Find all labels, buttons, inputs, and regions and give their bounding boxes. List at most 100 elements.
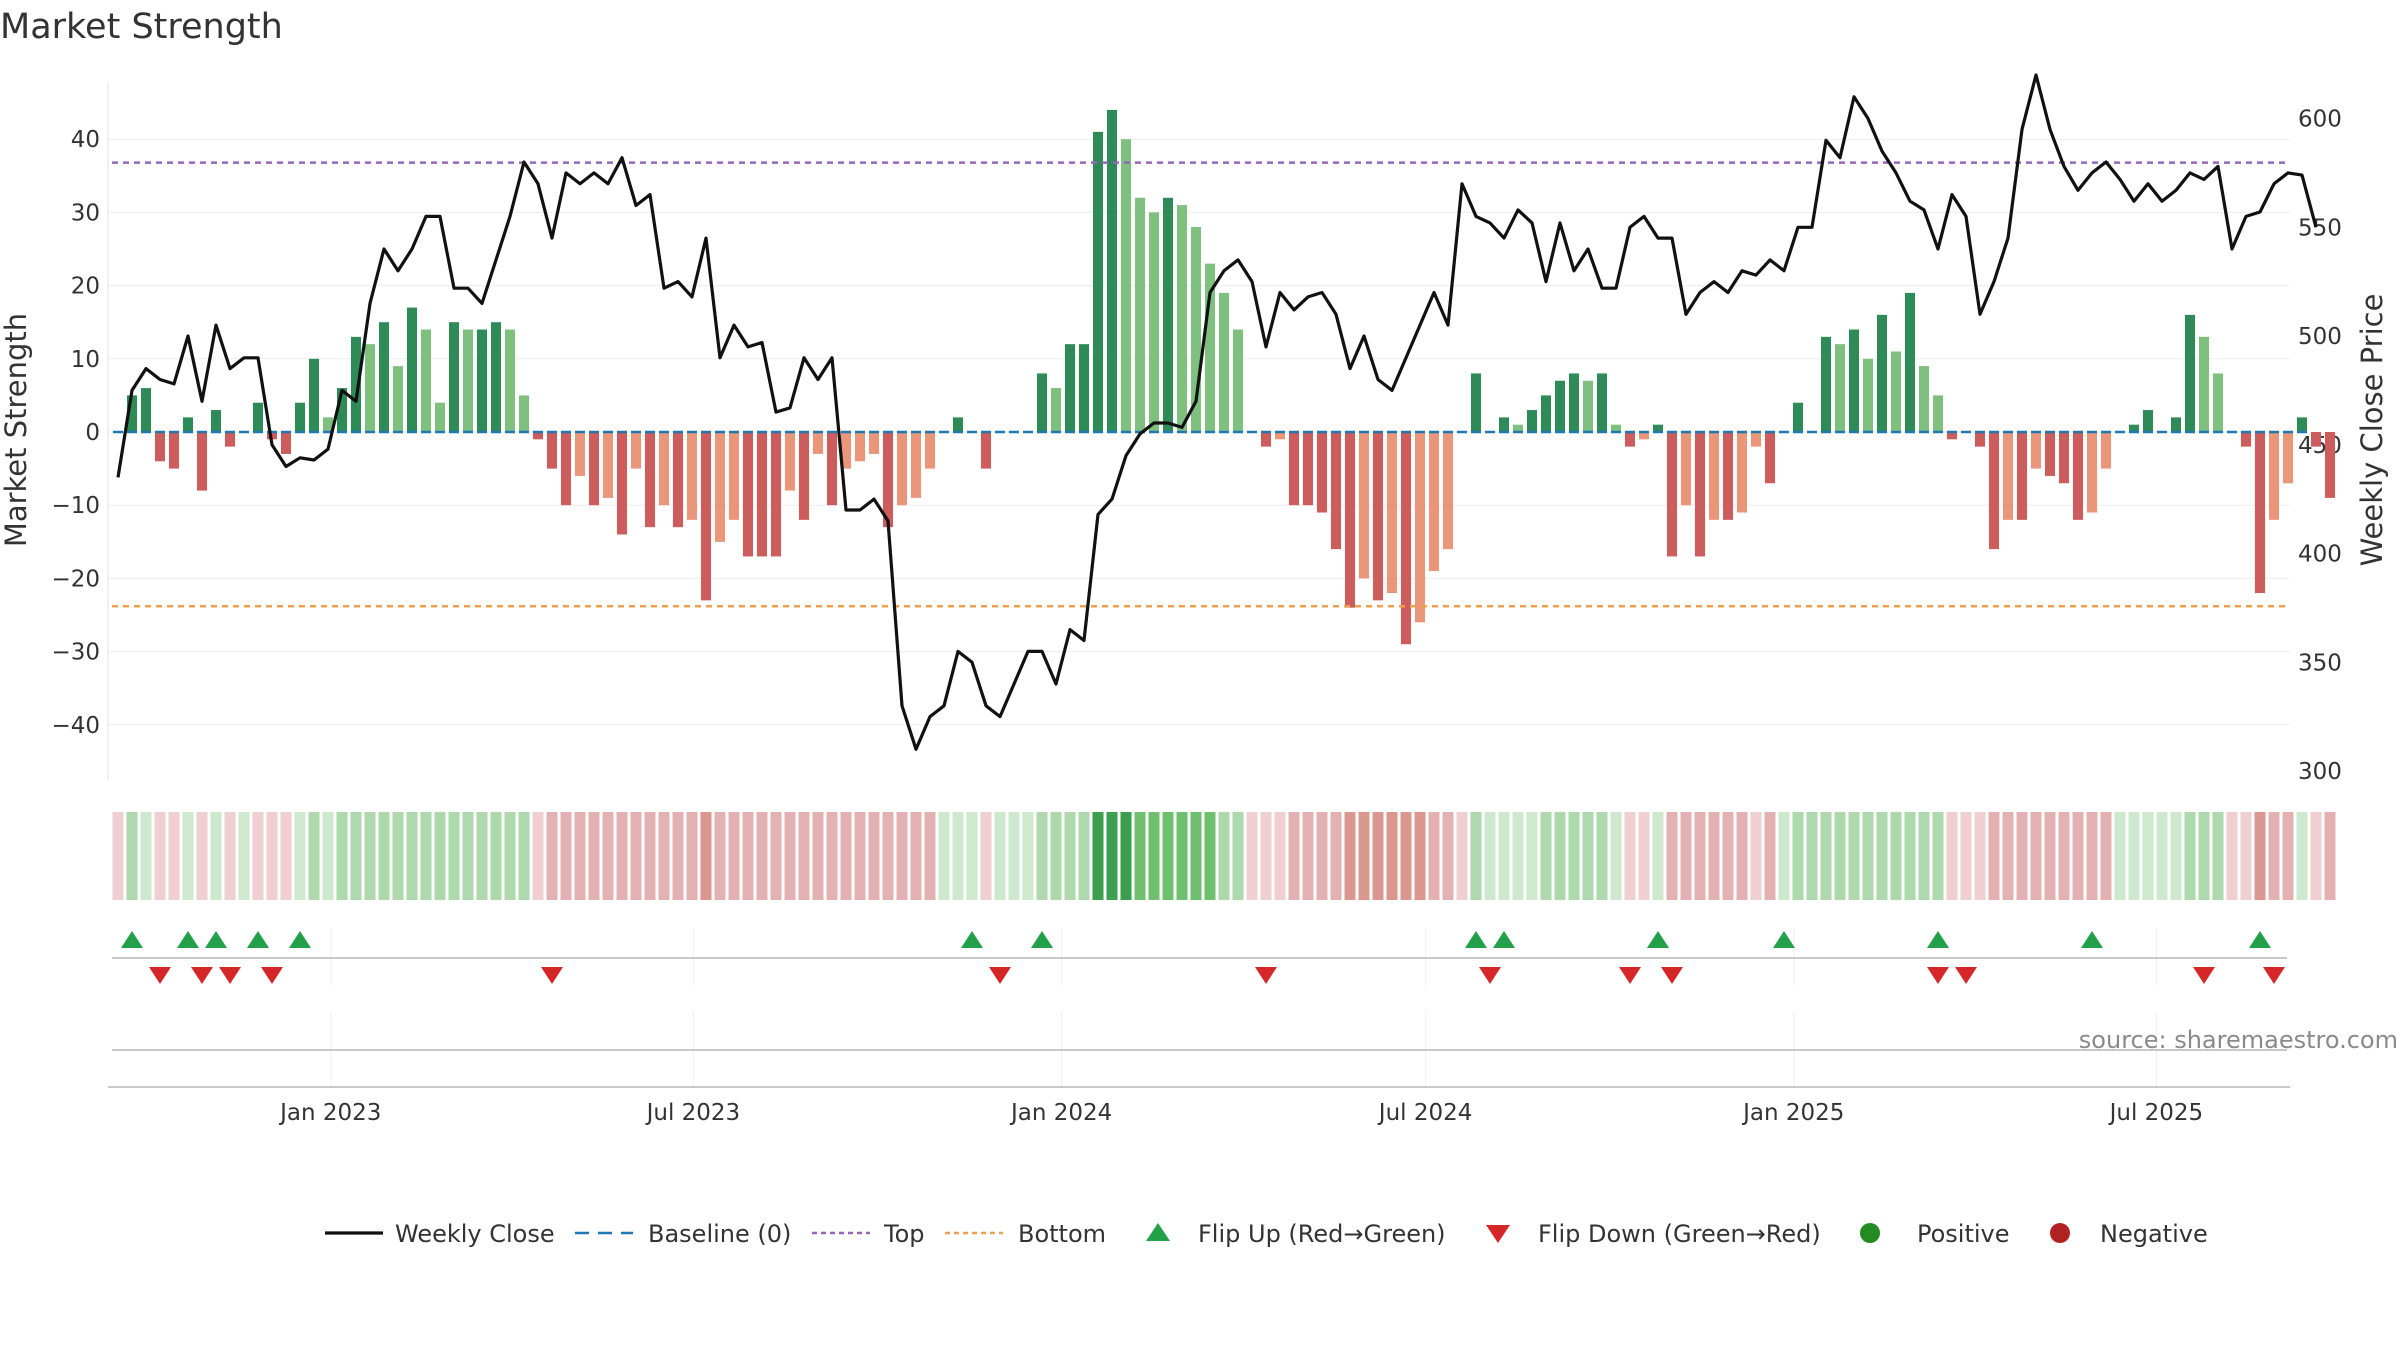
heatmap-cell	[1974, 812, 1986, 900]
heatmap-cell	[1022, 812, 1034, 900]
strength-bar	[1428, 432, 1440, 572]
strength-bar	[2030, 432, 2042, 469]
left-tick-label: 10	[71, 347, 100, 373]
heatmap-cell	[392, 812, 404, 900]
strength-bar	[154, 432, 166, 462]
strength-bar	[1218, 292, 1230, 432]
legend-positive-dot	[1860, 1223, 1880, 1243]
heatmap-cell	[1778, 812, 1790, 900]
strength-bar	[896, 432, 908, 506]
flip-down-marker	[149, 967, 171, 984]
heatmap-cell	[1400, 812, 1412, 900]
heatmap-cell	[126, 812, 138, 900]
strength-bar	[2002, 432, 2014, 520]
strength-bar	[2268, 432, 2280, 520]
strength-bar	[560, 432, 572, 506]
strength-bar	[2184, 314, 2196, 432]
heatmap-cell	[658, 812, 670, 900]
heatmap-cell	[140, 812, 152, 900]
strength-bar	[434, 402, 446, 432]
right-tick-label: 350	[2298, 650, 2342, 676]
left-tick-label: 40	[71, 127, 100, 153]
strength-bar	[1092, 131, 1104, 432]
strength-bar	[126, 395, 138, 432]
heatmap-cell	[868, 812, 880, 900]
heatmap-cell	[1862, 812, 1874, 900]
heatmap-cell	[1358, 812, 1370, 900]
heatmap-cell	[756, 812, 768, 900]
strength-bar	[546, 432, 558, 469]
heatmap-cell	[1680, 812, 1692, 900]
heatmap-cell	[196, 812, 208, 900]
strength-bar	[1624, 432, 1636, 447]
right-axis-label: Weekly Close Price	[2355, 294, 2389, 567]
strength-bar	[644, 432, 656, 528]
heatmap-cell	[812, 812, 824, 900]
heatmap-cell	[840, 812, 852, 900]
flip-up-marker	[2249, 931, 2271, 948]
heatmap-cell	[280, 812, 292, 900]
heatmap-cell	[2114, 812, 2126, 900]
flip-up-marker	[1927, 931, 1949, 948]
heatmap-cell	[1820, 812, 1832, 900]
strength-bar	[210, 410, 222, 432]
heatmap-cell	[168, 812, 180, 900]
heatmap-cell	[490, 812, 502, 900]
flip-up-marker	[247, 931, 269, 948]
strength-bar	[1204, 263, 1216, 432]
heatmap-cell	[1260, 812, 1272, 900]
heatmap-cell	[2030, 812, 2042, 900]
strength-bar	[616, 432, 628, 535]
heatmap-cell	[686, 812, 698, 900]
heatmap-cell	[784, 812, 796, 900]
heatmap-cell	[952, 812, 964, 900]
flip-down-marker	[219, 967, 241, 984]
heatmap-cell	[1764, 812, 1776, 900]
flip-down-marker	[1927, 967, 1949, 984]
left-tick-label: 20	[71, 274, 100, 300]
strength-bar	[336, 388, 348, 432]
heatmap-cell	[728, 812, 740, 900]
strength-bar	[1302, 432, 1314, 506]
right-tick-label: 550	[2298, 215, 2342, 241]
x-tick-label: Jan 2023	[278, 1100, 381, 1126]
flip-down-marker	[1661, 967, 1683, 984]
heatmap-cell	[2086, 812, 2098, 900]
strength-bar	[532, 432, 544, 440]
heatmap-cell	[1288, 812, 1300, 900]
heatmap-cell	[574, 812, 586, 900]
heatmap-cell	[224, 812, 236, 900]
heatmap-cell	[1064, 812, 1076, 900]
strength-bar	[882, 432, 894, 528]
strength-bar	[1946, 432, 1958, 440]
strength-bar	[1400, 432, 1412, 645]
legend-item-bottom: Bottom	[945, 1220, 1106, 1248]
strength-bar	[1750, 432, 1762, 447]
strength-bar	[868, 432, 880, 454]
chart-legend: Weekly Close Baseline (0) Top Bottom Flip Up…	[325, 1220, 2208, 1248]
flip-up-marker	[1647, 931, 1669, 948]
strength-bar	[1890, 351, 1902, 432]
strength-bar	[672, 432, 684, 528]
strength-bar	[1722, 432, 1734, 520]
right-tick-label: 400	[2298, 542, 2342, 568]
flip-down-marker	[261, 967, 283, 984]
strength-bar	[2212, 373, 2224, 432]
heatmap-cell	[1050, 812, 1062, 900]
strength-bar	[308, 358, 320, 432]
strength-bar	[924, 432, 936, 469]
strength-bar	[840, 432, 852, 469]
heatmap-cell	[882, 812, 894, 900]
flip-down-marker	[541, 967, 563, 984]
heatmap-cell	[1932, 812, 1944, 900]
heatmap-cell	[826, 812, 838, 900]
strength-bar	[2254, 432, 2266, 594]
heatmap-cell	[854, 812, 866, 900]
heatmap-cell	[1120, 812, 1132, 900]
flip-up-marker	[1465, 931, 1487, 948]
heatmap-cell	[1218, 812, 1230, 900]
heatmap-cell	[546, 812, 558, 900]
heatmap-cell	[2184, 812, 2196, 900]
strength-bar	[2170, 417, 2182, 432]
strength-bar	[1974, 432, 1986, 447]
